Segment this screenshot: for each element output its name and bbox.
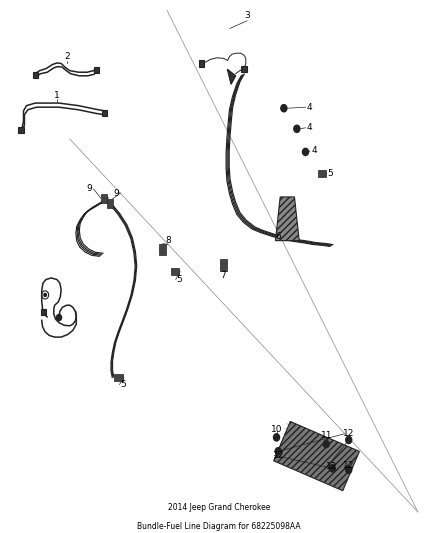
Text: 5: 5: [177, 275, 182, 284]
Text: 9: 9: [86, 184, 92, 193]
Text: 8: 8: [165, 236, 171, 245]
Text: 4: 4: [307, 123, 313, 132]
Bar: [241, 66, 247, 72]
Polygon shape: [274, 422, 360, 491]
Text: 5: 5: [328, 169, 333, 178]
Text: 12: 12: [343, 461, 354, 470]
Circle shape: [273, 434, 279, 441]
Text: 4: 4: [311, 147, 317, 156]
Text: 2: 2: [64, 52, 70, 61]
Text: 5: 5: [120, 380, 126, 389]
Bar: [170, 268, 179, 275]
Circle shape: [281, 104, 287, 112]
Bar: [102, 110, 107, 116]
Text: 3: 3: [244, 11, 250, 20]
Circle shape: [346, 466, 352, 473]
Bar: [220, 260, 227, 271]
Circle shape: [329, 465, 336, 472]
Bar: [159, 244, 166, 255]
Circle shape: [44, 293, 46, 296]
Bar: [107, 199, 113, 208]
Bar: [18, 127, 24, 133]
Text: 10: 10: [271, 425, 282, 434]
Text: 9: 9: [113, 189, 119, 198]
Bar: [41, 309, 46, 316]
Bar: [114, 374, 123, 381]
Bar: [94, 67, 99, 73]
Polygon shape: [276, 197, 299, 241]
Text: 2014 Jeep Grand Cherokee: 2014 Jeep Grand Cherokee: [168, 503, 270, 512]
Text: 12: 12: [326, 462, 337, 471]
Circle shape: [275, 448, 281, 455]
Circle shape: [323, 440, 329, 448]
Bar: [199, 60, 204, 67]
Circle shape: [57, 314, 62, 321]
Circle shape: [346, 437, 352, 443]
Polygon shape: [228, 70, 236, 84]
Text: 12: 12: [273, 451, 284, 460]
Text: 7: 7: [220, 271, 226, 280]
Text: Bundle-Fuel Line Diagram for 68225098AA: Bundle-Fuel Line Diagram for 68225098AA: [137, 522, 301, 531]
Text: 6: 6: [276, 232, 282, 241]
Text: 4: 4: [307, 103, 313, 112]
Text: 11: 11: [321, 431, 332, 440]
Bar: [33, 72, 38, 78]
Circle shape: [303, 148, 308, 156]
Text: 1: 1: [54, 91, 60, 100]
Circle shape: [294, 125, 300, 132]
Bar: [101, 193, 107, 203]
Bar: [318, 170, 326, 177]
Text: 12: 12: [343, 429, 354, 438]
